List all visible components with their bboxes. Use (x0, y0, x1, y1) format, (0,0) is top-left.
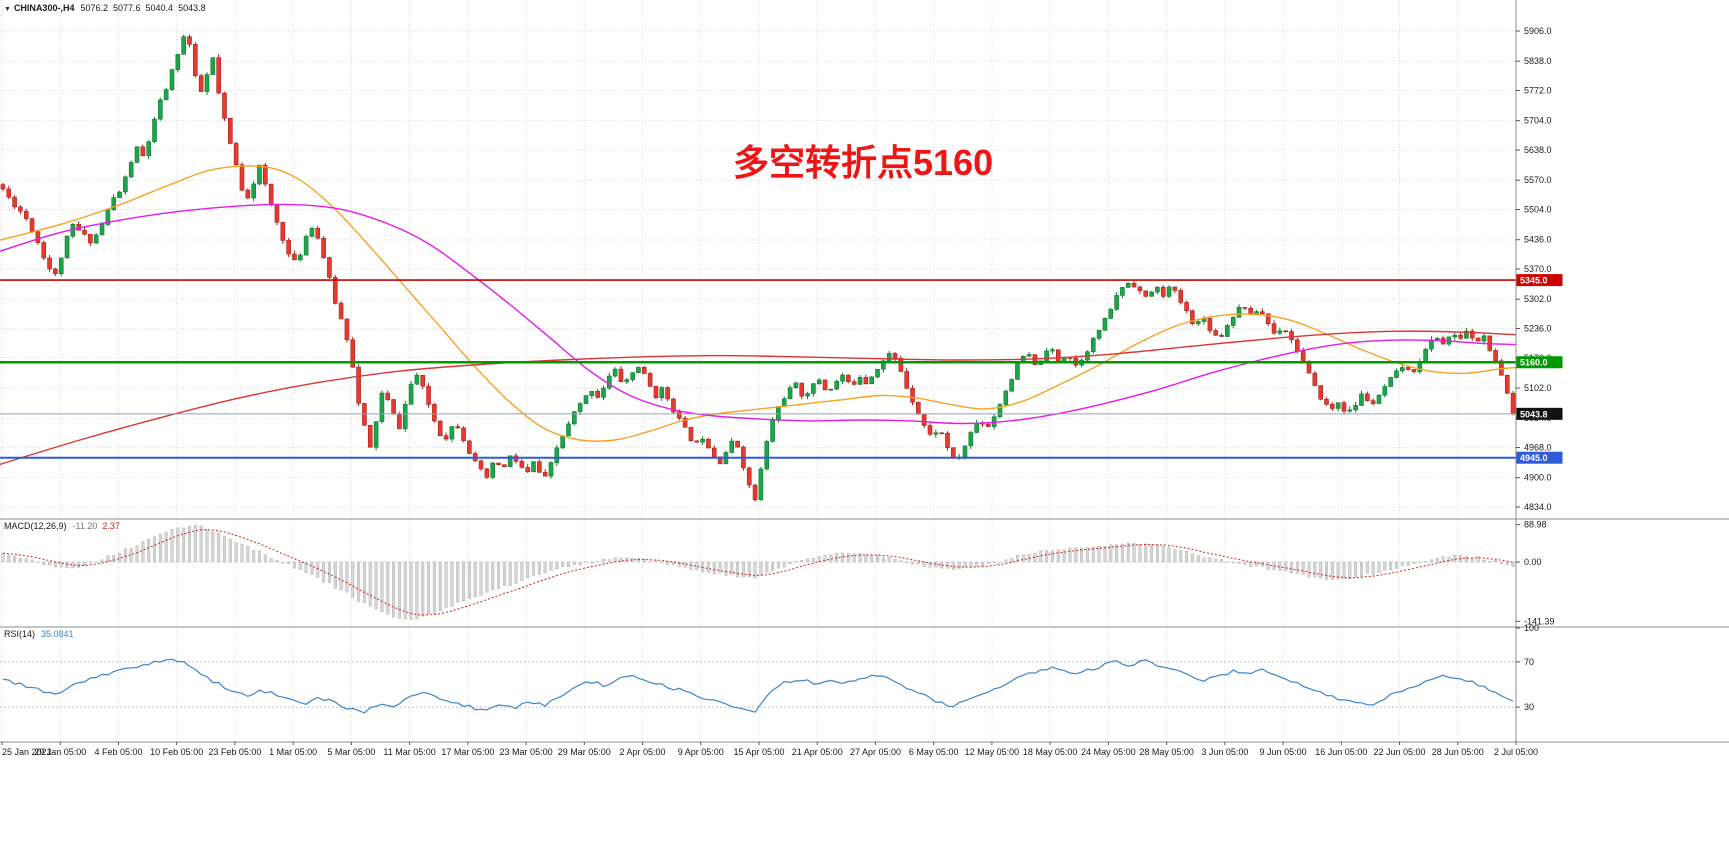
macd-layer (1, 524, 1515, 620)
support-line-tag (1516, 451, 1563, 464)
last-price-line-tag (1516, 407, 1563, 420)
svg-text:5 Mar 05:00: 5 Mar 05:00 (327, 747, 375, 757)
svg-text:28 May 05:00: 28 May 05:00 (1139, 747, 1194, 757)
svg-text:5504.0: 5504.0 (1524, 205, 1552, 215)
svg-text:29 Mar 05:00: 29 Mar 05:00 (558, 747, 611, 757)
pivot-line-tag (1516, 356, 1563, 369)
svg-text:5043.8: 5043.8 (1520, 409, 1548, 419)
svg-text:5160.0: 5160.0 (1520, 358, 1548, 368)
svg-text:11 Mar 05:00: 11 Mar 05:00 (383, 747, 435, 757)
price-scale[interactable]: 5906.0 5838.0 5772.0 5704.0 5638.0 5570.0 5504… (1516, 26, 1555, 712)
svg-text:25 Jan 2021: 25 Jan 2021 (2, 747, 52, 757)
svg-text:27 Apr 05:00: 27 Apr 05:00 (850, 747, 901, 757)
grid-layer (0, 0, 1517, 742)
macd-name: MACD(12,26,9) (4, 521, 67, 531)
svg-text:1 Mar 05:00: 1 Mar 05:00 (269, 747, 317, 757)
ohlc-high: 5077.6 (113, 3, 141, 13)
moving-averages-layer (0, 165, 1517, 466)
rsi-line (2, 658, 1514, 714)
pane-separators (0, 0, 1729, 743)
svg-text:5370.0: 5370.0 (1524, 264, 1552, 274)
ohlc-low: 5040.4 (145, 3, 174, 13)
svg-text:12 May 05:00: 12 May 05:00 (965, 747, 1020, 757)
svg-text:5638.0: 5638.0 (1524, 145, 1552, 155)
resistance-line-tag (1516, 274, 1563, 287)
svg-text:0.00: 0.00 (1524, 557, 1542, 567)
svg-text:9 Jun 05:00: 9 Jun 05:00 (1260, 747, 1307, 757)
symbol-dropdown-icon[interactable]: ▼ (4, 6, 11, 13)
svg-text:23 Mar 05:00: 23 Mar 05:00 (500, 747, 553, 757)
svg-text:4968.0: 4968.0 (1524, 443, 1552, 453)
ohlc-open: 5076.2 (80, 3, 108, 13)
svg-text:23 Feb 05:00: 23 Feb 05:00 (208, 747, 261, 757)
svg-text:5236.0: 5236.0 (1524, 324, 1552, 334)
svg-text:6 May 05:00: 6 May 05:00 (909, 747, 959, 757)
rsi-name: RSI(14) (4, 629, 36, 639)
macd-indicator-label: MACD(12,26,9) -11.20 2.37 (4, 521, 120, 531)
svg-text:28 Jun 05:00: 28 Jun 05:00 (1432, 747, 1484, 757)
ohlc-close: 5043.8 (178, 3, 206, 13)
rsi-layer (2, 658, 1514, 714)
rsi-indicator-label: RSI(14) 35.0841 (4, 629, 74, 639)
svg-text:24 May 05:00: 24 May 05:00 (1081, 747, 1136, 757)
svg-text:10 Feb 05:00: 10 Feb 05:00 (150, 747, 203, 757)
svg-text:5102.0: 5102.0 (1524, 383, 1552, 393)
svg-text:29 Jan 05:00: 29 Jan 05:00 (34, 747, 86, 757)
svg-text:30: 30 (1524, 702, 1534, 712)
svg-text:15 Apr 05:00: 15 Apr 05:00 (733, 747, 784, 757)
ma-mid-magenta (0, 203, 1517, 425)
svg-text:22 Jun 05:00: 22 Jun 05:00 (1374, 747, 1426, 757)
svg-text:4 Feb 05:00: 4 Feb 05:00 (94, 747, 142, 757)
candles-layer (0, 34, 1516, 502)
chart-header: ▼ CHINA300-,H4 5076.2 5077.6 5040.4 5043.8 (4, 3, 211, 13)
svg-text:4834.0: 4834.0 (1524, 502, 1552, 512)
svg-text:100: 100 (1524, 623, 1539, 633)
svg-text:5570.0: 5570.0 (1524, 175, 1552, 185)
svg-text:88.98: 88.98 (1524, 520, 1547, 530)
svg-text:3 Jun 05:00: 3 Jun 05:00 (1201, 747, 1248, 757)
svg-text:17 Mar 05:00: 17 Mar 05:00 (441, 747, 494, 757)
svg-text:16 Jun 05:00: 16 Jun 05:00 (1315, 747, 1367, 757)
macd-signal-value: 2.37 (102, 521, 120, 531)
price-tags: 5345.0 5160.0 4945.0 5043.8 (1516, 274, 1563, 464)
svg-text:2 Jul 05:00: 2 Jul 05:00 (1494, 747, 1538, 757)
rsi-value: 35.0841 (41, 629, 74, 639)
svg-text:5906.0: 5906.0 (1524, 26, 1552, 36)
svg-text:18 May 05:00: 18 May 05:00 (1023, 747, 1078, 757)
svg-text:5772.0: 5772.0 (1524, 86, 1552, 96)
svg-text:5345.0: 5345.0 (1520, 276, 1548, 286)
chart-annotation-text[interactable]: 多空转折点5160 (733, 142, 994, 183)
symbol-timeframe-label: CHINA300-,H4 (13, 3, 75, 13)
svg-text:4900.0: 4900.0 (1524, 473, 1552, 483)
horizontal-lines-layer[interactable] (0, 279, 1516, 459)
svg-text:5436.0: 5436.0 (1524, 235, 1552, 245)
svg-text:70: 70 (1524, 657, 1534, 667)
svg-text:2 Apr 05:00: 2 Apr 05:00 (620, 747, 666, 757)
svg-text:21 Apr 05:00: 21 Apr 05:00 (792, 747, 843, 757)
ma-slow-red (0, 330, 1517, 466)
svg-text:-141.39: -141.39 (1524, 616, 1555, 626)
svg-text:4945.0: 4945.0 (1520, 453, 1548, 463)
svg-text:5302.0: 5302.0 (1524, 294, 1552, 304)
svg-text:5838.0: 5838.0 (1524, 56, 1552, 66)
macd-signal-line (2, 529, 1514, 616)
ma-fast-orange (0, 165, 1517, 442)
macd-main-value: -11.20 (72, 521, 98, 531)
svg-text:9 Apr 05:00: 9 Apr 05:00 (678, 747, 724, 757)
svg-text:5704.0: 5704.0 (1524, 116, 1552, 126)
